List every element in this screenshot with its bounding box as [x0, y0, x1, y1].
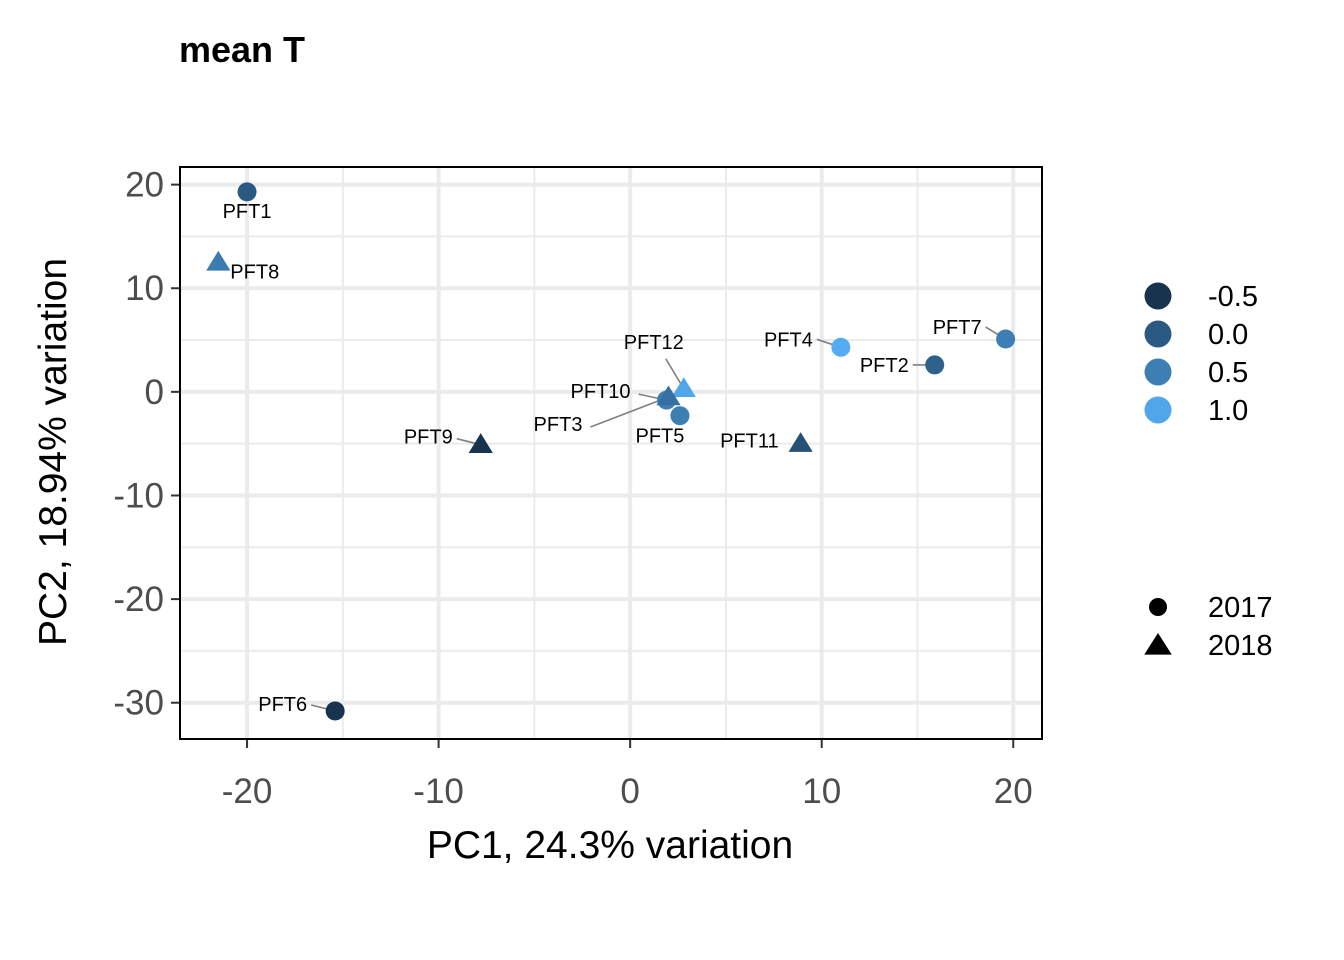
x-tick-label: 20 [994, 772, 1033, 811]
data-point-circle [925, 355, 945, 375]
legend-color-key [1144, 396, 1172, 424]
y-axis-title: PC2, 18.94% variation [32, 258, 75, 646]
point-label: PFT1 [223, 201, 272, 223]
data-point-triangle [671, 377, 696, 398]
point-label: PFT12 [624, 332, 684, 354]
x-tick-label: -20 [222, 772, 273, 811]
y-tick-label: 20 [125, 166, 164, 205]
point-label: PFT9 [404, 427, 453, 449]
x-axis-title: PC1, 24.3% variation [427, 824, 793, 867]
legend-color-key [1144, 282, 1172, 310]
data-point-circle [237, 182, 257, 202]
legend: -0.5 0.0 0.5 1.0 2017 2018 [1144, 281, 1273, 662]
y-tick-label: -30 [113, 684, 164, 723]
point-label: PFT7 [933, 317, 982, 339]
x-tick-label: -10 [413, 772, 464, 811]
y-tick-label: -10 [113, 476, 164, 515]
data-point-triangle [656, 385, 681, 406]
legend-color-key [1144, 358, 1172, 386]
y-tick-label: 0 [145, 373, 164, 412]
legend-shape-key-triangle [1144, 633, 1172, 655]
y-tick-label: -20 [113, 580, 164, 619]
data-point-circle [831, 337, 851, 357]
data-point-circle [670, 406, 690, 426]
legend-color-label: 1.0 [1208, 395, 1248, 427]
point-label: PFT8 [230, 261, 279, 283]
grid [180, 167, 1042, 739]
point-label: PFT2 [860, 355, 909, 377]
legend-shape-key-circle [1149, 598, 1167, 616]
legend-shape-label: 2017 [1208, 592, 1273, 624]
legend-color-label: 0.0 [1208, 319, 1248, 351]
data-points [206, 182, 1016, 721]
data-point-circle [325, 701, 345, 721]
x-tick-label: 10 [802, 772, 841, 811]
chart-title: mean T [179, 29, 305, 70]
legend-color-key [1144, 320, 1172, 348]
x-tick-label: 0 [620, 772, 639, 811]
data-point-triangle [206, 250, 231, 271]
point-label-connector [590, 396, 669, 428]
data-point-circle [996, 329, 1016, 349]
data-point-triangle [788, 432, 813, 452]
data-point-triangle [468, 433, 493, 453]
point-label: PFT5 [636, 426, 685, 448]
point-label: PFT11 [720, 431, 779, 453]
axis-ticks: -20 -10 0 10 20 20 10 0 -10 -20 -30 [113, 166, 1032, 811]
point-label: PFT4 [764, 329, 813, 351]
point-label: PFT3 [534, 414, 583, 436]
y-tick-label: 10 [125, 269, 164, 308]
legend-color-label: -0.5 [1208, 281, 1258, 313]
point-label: PFT10 [571, 381, 631, 403]
legend-shape-label: 2018 [1208, 630, 1273, 662]
legend-color-label: 0.5 [1208, 357, 1248, 389]
point-label: PFT6 [258, 694, 307, 716]
plot-panel-border [179, 166, 1043, 740]
